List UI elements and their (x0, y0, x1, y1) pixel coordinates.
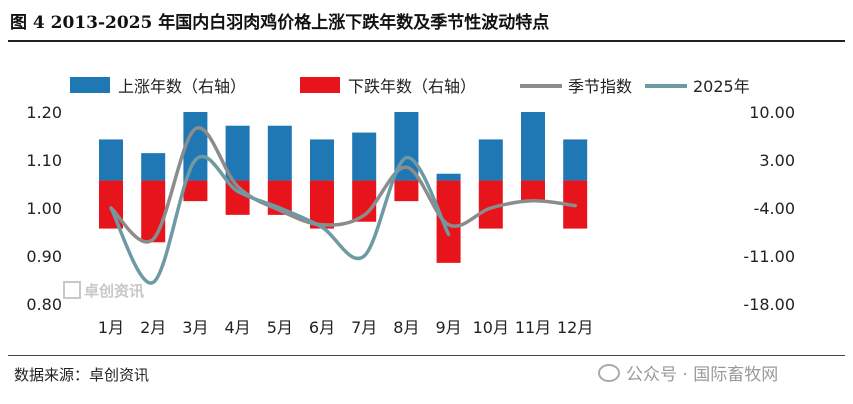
x-tick-12: 12月 (557, 318, 593, 337)
x-tick-6: 6月 (309, 318, 335, 337)
legend-label-2: 下跌年数（右轴） (348, 77, 476, 96)
seasonal-index-line (109, 126, 577, 244)
bar-layer (99, 112, 588, 263)
fall-bar-6 (310, 180, 334, 229)
left-tick-2: 1.10 (26, 151, 62, 170)
x-tick-3: 3月 (182, 318, 208, 337)
fall-bar-1 (99, 180, 123, 229)
fall-bar-2 (141, 180, 166, 243)
fall-bar-9 (436, 180, 461, 263)
logo-text: 卓创资讯 (84, 282, 144, 300)
right-axis: 10.00 3.00 -4.00 -11.00 -18.00 (743, 103, 795, 314)
logo-mark (63, 281, 81, 299)
x-tick-10: 10月 (473, 318, 509, 337)
left-tick-5: 0.80 (26, 295, 62, 314)
x-tick-11: 11月 (515, 318, 551, 337)
right-tick-2: 3.00 (759, 151, 795, 170)
rise-bar-6 (310, 139, 334, 181)
source-rule (8, 355, 845, 356)
x-tick-9: 9月 (436, 318, 462, 337)
right-tick-1: 10.00 (749, 103, 795, 122)
x-tick-7: 7月 (351, 318, 377, 337)
legend: 上涨年数（右轴） 下跌年数（右轴） 季节指数 2025年 (70, 77, 750, 96)
fall-bar-3 (183, 180, 208, 202)
rise-bar-2 (141, 153, 166, 181)
rise-bar-3 (183, 112, 208, 181)
figure-title: 图 4 2013-2025 年国内白羽肉鸡价格上涨下跌年数及季节性波动特点 (10, 12, 550, 33)
left-axis: 1.20 1.10 1.00 0.90 0.80 (26, 103, 62, 314)
fall-bar-8 (394, 180, 419, 202)
chart-area: 上涨年数（右轴） 下跌年数（右轴） 季节指数 2025年 1.20 1.10 1.00 0.… (0, 50, 853, 350)
fall-bar-11 (521, 180, 545, 202)
rise-bar-11 (521, 112, 545, 181)
rise-bar-5 (267, 125, 292, 181)
wechat-watermark: 公众号 · 国际畜牧网 (598, 360, 778, 385)
rise-bar-9 (436, 173, 461, 181)
year-2025-line (109, 155, 451, 285)
right-tick-4: -11.00 (743, 247, 795, 266)
legend-label-4: 2025年 (693, 77, 750, 96)
line-layer (109, 126, 577, 285)
rise-bar-1 (99, 139, 123, 181)
rise-bar-7 (352, 132, 377, 181)
logo-watermark: 卓创资讯 (63, 281, 144, 300)
left-tick-3: 1.00 (26, 199, 62, 218)
x-tick-2: 2月 (140, 318, 166, 337)
x-tick-5: 5月 (267, 318, 293, 337)
x-axis: 1月 2月 3月 4月 5月 6月 7月 8月 9月 10月 11月 12月 (98, 318, 593, 337)
legend-swatch-2 (300, 77, 340, 93)
x-tick-8: 8月 (393, 318, 419, 337)
watermark-text: 公众号 · 国际畜牧网 (626, 365, 779, 385)
wechat-icon (598, 363, 620, 382)
rise-bar-12 (563, 139, 588, 181)
legend-label-3: 季节指数 (568, 77, 632, 96)
rise-bar-10 (478, 139, 503, 181)
right-tick-5: -18.00 (743, 295, 795, 314)
left-tick-1: 1.20 (26, 103, 62, 122)
title-rule (8, 40, 845, 42)
legend-swatch-1 (70, 77, 110, 93)
chart-svg: 上涨年数（右轴） 下跌年数（右轴） 季节指数 2025年 1.20 1.10 1.00 0.… (26, 77, 795, 337)
left-tick-4: 0.90 (26, 247, 62, 266)
x-tick-4: 4月 (225, 318, 251, 337)
right-tick-3: -4.00 (754, 199, 795, 218)
x-tick-1: 1月 (98, 318, 124, 337)
legend-label-1: 上涨年数（右轴） (118, 77, 246, 96)
source-note: 数据来源：卓创资讯 (14, 366, 150, 384)
